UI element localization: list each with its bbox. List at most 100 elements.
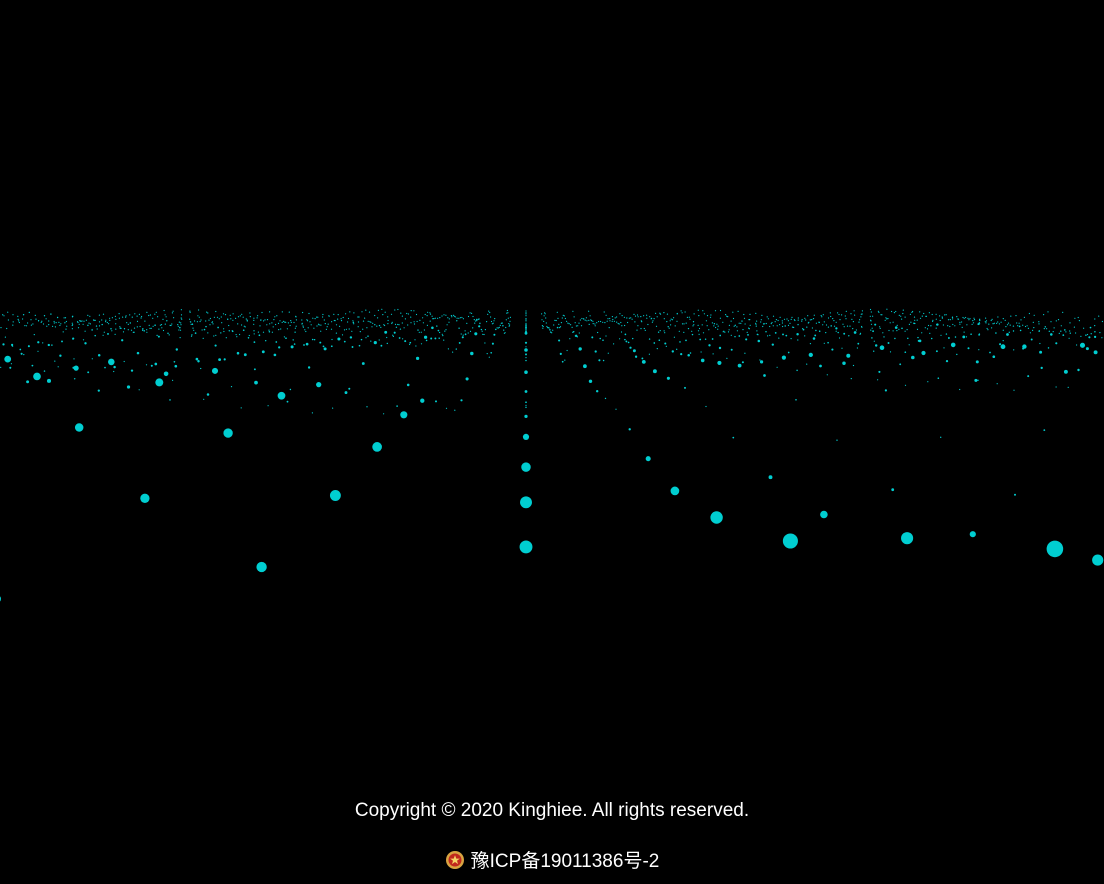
particle-dot — [347, 321, 349, 323]
particle-dot — [977, 379, 979, 382]
particle-dot — [806, 326, 808, 328]
particle-dot — [821, 316, 823, 318]
particle-dot — [944, 314, 946, 316]
particle-dot — [365, 309, 367, 311]
particle-dot — [105, 321, 107, 323]
particle-dot — [143, 330, 145, 332]
particle-dot — [25, 325, 28, 327]
particle-dot — [157, 316, 159, 318]
particle-dot — [445, 329, 447, 331]
particle-dot — [697, 309, 699, 311]
particle-dot — [949, 325, 951, 328]
particle-dot — [612, 318, 614, 321]
particle-dot — [1048, 330, 1050, 332]
particle-dot — [1101, 320, 1103, 323]
particle-dot — [631, 318, 633, 320]
particle-dot — [429, 312, 431, 314]
particle-dot — [133, 331, 135, 334]
particle-dot — [232, 319, 234, 321]
particle-dot — [549, 329, 551, 331]
particle-dot — [734, 324, 736, 326]
particle-dot — [1020, 319, 1022, 321]
particle-dot — [640, 328, 642, 330]
particle-dot — [691, 330, 693, 332]
particle-dot — [410, 316, 412, 318]
particle-dot — [857, 342, 860, 345]
particle-dot — [702, 310, 704, 312]
particle-dot — [458, 341, 461, 344]
particle-dot — [997, 316, 999, 318]
particle-dot — [337, 337, 341, 341]
particle-dot — [823, 321, 825, 323]
particle-dot — [220, 332, 222, 334]
particle-dot — [931, 313, 933, 316]
particle-dot — [313, 338, 316, 341]
particle-dot — [331, 338, 333, 341]
particle-dot — [199, 320, 201, 323]
particle-dot — [265, 340, 267, 342]
particle-dot — [307, 366, 311, 369]
particle-dot — [700, 351, 702, 353]
particle-dot — [577, 325, 579, 327]
particle-dot — [607, 318, 609, 320]
particle-dot — [413, 310, 415, 312]
particle-dot — [459, 317, 461, 319]
particle-dot — [888, 329, 890, 332]
particle-dot — [448, 318, 450, 320]
particle-dot — [585, 317, 588, 319]
particle-dot — [681, 323, 684, 325]
particle-dot — [611, 320, 613, 322]
particle-dot — [524, 414, 528, 419]
particle-dot — [53, 320, 55, 323]
particle-dot — [121, 339, 124, 342]
particle-dot — [927, 324, 930, 327]
particle-dot — [72, 324, 74, 326]
particle-dot — [504, 332, 506, 334]
particle-dot — [708, 329, 710, 331]
particle-dot — [1029, 332, 1031, 334]
particle-dot — [391, 322, 393, 325]
particle-dot — [644, 329, 646, 331]
particle-dot — [194, 320, 196, 322]
particle-dot — [42, 323, 45, 325]
particle-dot — [439, 317, 441, 319]
particle-dot — [508, 323, 510, 325]
particle-dot — [274, 316, 276, 318]
particle-dot — [902, 312, 904, 315]
particle-dot — [917, 336, 919, 339]
particle-dot — [804, 317, 806, 319]
particle-dot — [945, 333, 948, 335]
particle-dot — [509, 316, 511, 318]
particle-dot — [420, 398, 425, 403]
particle-dot — [208, 319, 210, 321]
particle-dot — [12, 321, 14, 323]
particle-dot — [693, 324, 695, 326]
icp-link[interactable]: 豫ICP备19011386号-2 — [470, 851, 660, 872]
particle-dot — [1002, 318, 1004, 320]
particle-dot — [633, 313, 635, 315]
particle-dot — [1047, 311, 1049, 313]
particle-dot — [737, 310, 739, 312]
particle-dot — [322, 313, 324, 316]
particle-dot — [475, 320, 477, 322]
particle-dot — [726, 315, 728, 317]
particle-dot — [887, 318, 889, 320]
particle-dot — [886, 308, 888, 310]
particle-dot — [164, 323, 166, 325]
particle-dot — [125, 316, 127, 318]
particle-dot — [472, 315, 474, 318]
particle-dot — [846, 353, 851, 358]
particle-dot — [493, 320, 495, 322]
particle-dot — [119, 327, 122, 330]
particle-dot — [136, 326, 138, 328]
particle-dot — [175, 348, 178, 351]
particle-dot — [0, 596, 1, 602]
particle-dot — [295, 325, 297, 327]
particle-dot — [144, 320, 146, 322]
particle-dot — [647, 323, 649, 326]
particle-dot — [456, 317, 458, 319]
particle-dot — [706, 325, 708, 327]
particle-dot — [764, 323, 766, 325]
particle-dot — [804, 335, 806, 337]
particle-dot — [383, 324, 385, 326]
